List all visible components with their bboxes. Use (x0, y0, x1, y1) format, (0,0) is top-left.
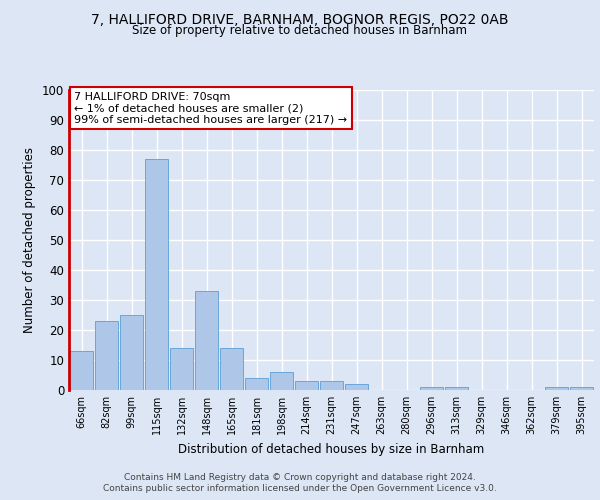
Bar (420, 387, 443, 390)
Bar (145, 159, 168, 390)
Y-axis label: Number of detached properties: Number of detached properties (23, 147, 37, 333)
Bar (245, 378, 268, 390)
Text: 7 HALLIFORD DRIVE: 70sqm
← 1% of detached houses are smaller (2)
99% of semi-det: 7 HALLIFORD DRIVE: 70sqm ← 1% of detache… (74, 92, 347, 124)
Bar (270, 372, 293, 390)
Bar (95, 321, 118, 390)
Bar (295, 381, 318, 390)
Text: Contains HM Land Registry data © Crown copyright and database right 2024.: Contains HM Land Registry data © Crown c… (124, 472, 476, 482)
Bar (570, 387, 593, 390)
Text: Size of property relative to detached houses in Barnham: Size of property relative to detached ho… (133, 24, 467, 37)
Bar (70, 351, 93, 390)
Bar (545, 387, 568, 390)
Bar (320, 381, 343, 390)
Bar (345, 384, 368, 390)
Text: Contains public sector information licensed under the Open Government Licence v3: Contains public sector information licen… (103, 484, 497, 493)
Bar (195, 291, 218, 390)
Text: 7, HALLIFORD DRIVE, BARNHAM, BOGNOR REGIS, PO22 0AB: 7, HALLIFORD DRIVE, BARNHAM, BOGNOR REGI… (91, 12, 509, 26)
Bar (170, 348, 193, 390)
Bar (220, 348, 243, 390)
Bar (120, 315, 143, 390)
X-axis label: Distribution of detached houses by size in Barnham: Distribution of detached houses by size … (178, 442, 485, 456)
Bar (445, 387, 468, 390)
